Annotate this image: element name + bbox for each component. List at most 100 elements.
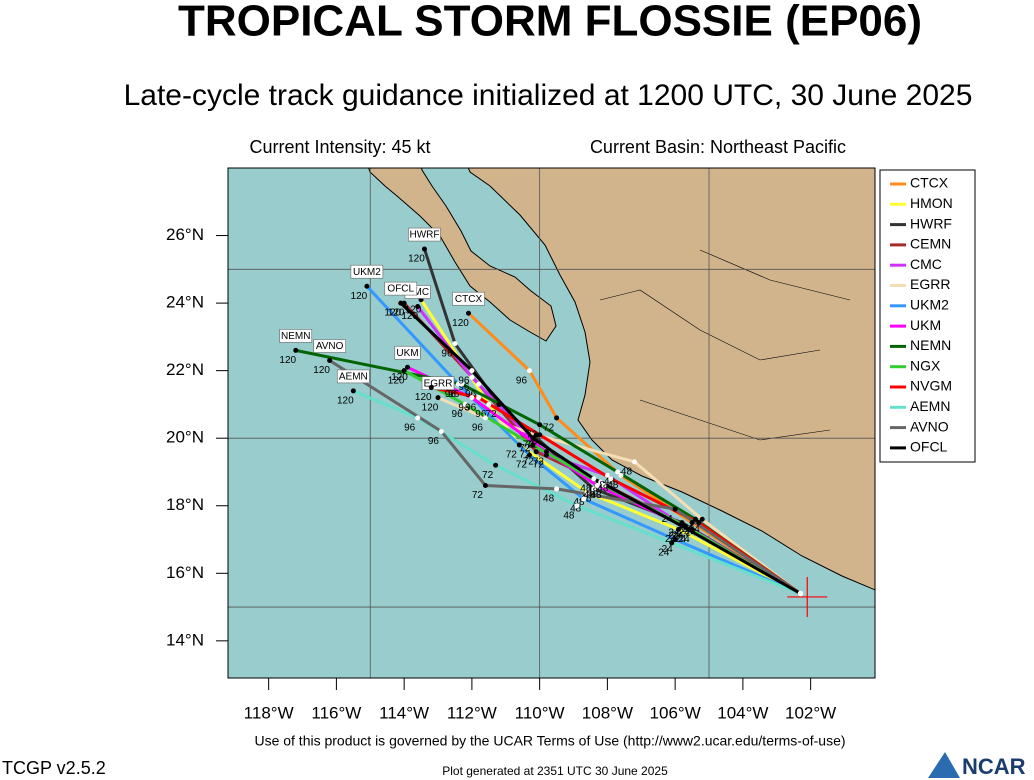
hour-label: 48 [584,490,596,501]
hour-label: 24 [672,531,684,542]
legend-label: EGRR [910,276,950,292]
track-point [574,503,580,509]
hour-label: 120 [401,311,418,322]
y-tick-label: 20°N [166,428,204,447]
y-tick-label: 24°N [166,293,204,312]
track-point [415,303,421,309]
logo-mark [928,752,960,778]
model-label-box [394,345,421,360]
track-point [452,341,458,347]
track-point [696,520,702,526]
hour-label: 72 [543,423,555,434]
hour-label: 120 [415,392,432,403]
track-point [421,246,427,252]
track-point [293,347,299,353]
hour-label: 96 [465,402,477,413]
legend-label: NEMN [910,337,951,353]
model-label: NEMN [281,331,310,342]
hour-label: 72 [472,490,484,501]
legend-label: CTCX [910,175,949,191]
track-point [679,523,685,529]
hour-label: 96 [458,375,470,386]
track-point [689,520,695,526]
x-tick-label: 102°W [785,703,836,722]
hour-label: 120 [388,308,405,319]
intensity: Current Intensity: 45 kt [249,137,430,157]
model-label: HWRF [409,230,439,241]
hour-label: 120 [452,318,469,329]
track-point [428,385,434,391]
model-label-box [313,339,346,353]
track-point [415,415,421,421]
track-point [689,526,695,532]
track [399,302,802,595]
track-point [615,469,621,475]
track-point [631,459,637,465]
model-label: CMC [406,287,429,298]
hour-label: 72 [523,439,535,450]
hour-label: 120 [391,372,408,383]
hour-label: 96 [445,389,457,400]
state-borders [599,249,851,441]
track-point [493,462,499,468]
model-label: AVNO [316,341,344,352]
track-point [618,472,624,478]
hour-label: 72 [519,443,531,454]
legend-label: NVGM [910,378,952,394]
hour-label: 120 [337,396,354,407]
hour-label: 120 [388,375,405,386]
hour-label: 24 [658,548,670,559]
terms: Use of this product is governed by the U… [254,733,845,749]
hour-label: 72 [516,460,528,471]
hour-label: 24 [665,534,677,545]
track-point [401,368,407,374]
track-point [608,476,614,482]
track-point [364,283,370,289]
track-point [537,422,543,428]
hour-label: 120 [422,402,439,413]
hour-label: 120 [384,308,401,319]
track-point [530,442,536,448]
hour-label: 24 [675,534,687,545]
track-point [543,449,549,455]
hour-label: 120 [351,291,368,302]
hour-label: 72 [533,456,545,467]
hour-label: 24 [682,524,694,535]
x-tick-label: 110°W [515,703,565,722]
hour-label: 96 [472,423,484,434]
hour-label: 24 [668,527,680,538]
hour-label: 48 [587,487,599,498]
track-point [482,415,488,421]
y-tick-label: 22°N [166,360,204,379]
y-tick-label: 16°N [166,563,204,582]
track-point [496,401,502,407]
mainland [467,168,875,591]
legend-label: UKM [910,317,941,333]
track-point [604,472,610,478]
hour-label: 96 [441,348,453,359]
track-point [469,374,475,380]
track-point [584,489,590,495]
land [368,168,875,591]
hour-label: 96 [448,389,460,400]
model-label: EGRR [424,378,453,389]
model-label-box [279,329,313,343]
hour-label: 96 [404,423,416,434]
track-point [405,364,411,370]
hour-label: 96 [458,382,470,393]
track [419,298,802,595]
legend-label: CEMN [910,236,951,252]
track-point [327,358,333,364]
model-label: OFCL [387,284,414,295]
hour-label: 24 [668,531,680,542]
track [437,396,802,595]
track [365,285,802,595]
track-point [699,516,705,522]
hour-label: 72 [533,460,545,471]
hour-label: 48 [563,510,575,521]
hour-label: 48 [570,504,582,515]
legend-label: OFCL [910,439,948,455]
hour-label: 48 [607,480,619,491]
legend-label: HMON [910,195,953,211]
